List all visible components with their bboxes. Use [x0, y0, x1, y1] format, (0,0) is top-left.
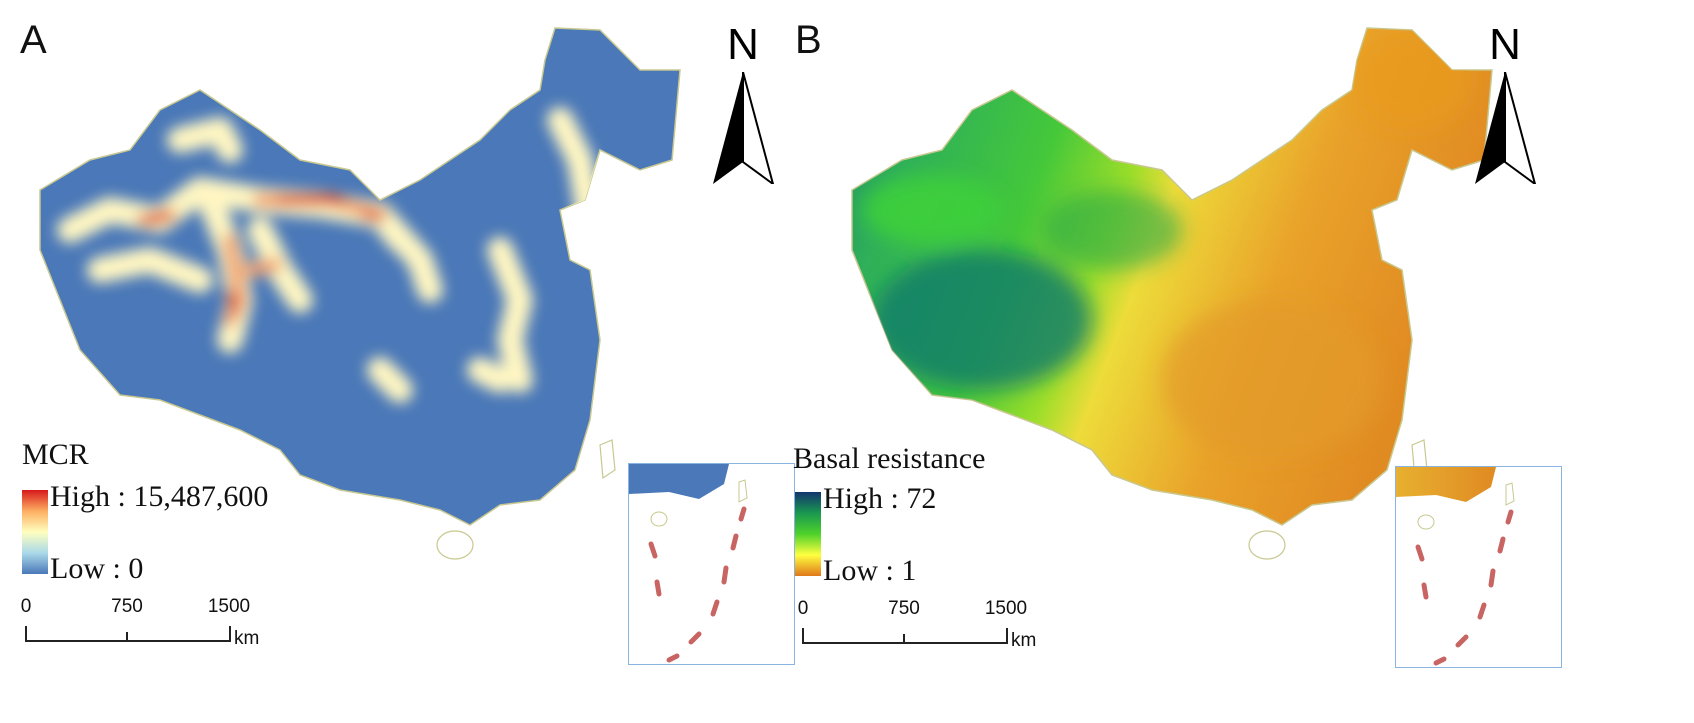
scale-unit-b: km — [1011, 630, 1037, 651]
legend-low-b: Low : 1 — [823, 554, 917, 587]
legend-low-a: Low : 0 — [50, 552, 144, 585]
scale-unit-a: km — [234, 628, 260, 649]
scalebar-b: 0 750 1500 km — [797, 598, 1061, 658]
scale-tick-750: 750 — [888, 598, 920, 619]
legend-high-b: High : 72 — [823, 482, 937, 515]
mcr-map-outline — [39, 27, 681, 526]
nine-dash-line-b — [1415, 509, 1514, 666]
hainan-island — [436, 530, 474, 560]
taiwan-island — [599, 439, 616, 480]
scale-tick-0: 0 — [797, 598, 809, 619]
scale-tick-0: 0 — [20, 596, 32, 617]
south-china-sea-inset-b — [1395, 466, 1562, 668]
mcr-map — [39, 27, 681, 560]
mcr-corridors — [57, 107, 603, 403]
panel-b: B — [793, 0, 1694, 723]
legend-ramp-b — [795, 492, 821, 576]
north-arrow-a: N — [703, 20, 783, 190]
nine-dash-line-a — [648, 506, 747, 663]
scale-tick-1500: 1500 — [207, 596, 251, 617]
panel-letter-b: B — [795, 18, 822, 62]
scale-tick-1500: 1500 — [984, 598, 1028, 619]
north-arrow-b: N — [1465, 20, 1545, 190]
legend-title-b: Basal resistance — [793, 442, 986, 475]
panel-a: A N MCR High : 15,487,600 Low : — [20, 18, 795, 665]
legend-high-a: High : 15,487,600 — [50, 480, 269, 513]
legend-ramp-a — [22, 490, 48, 574]
resistance-map — [851, 27, 1493, 560]
south-china-sea-inset-a — [628, 463, 795, 665]
hainan-island-b — [1248, 530, 1286, 560]
legend-title-a: MCR — [22, 438, 89, 471]
scalebar-a: 0 750 1500 km — [20, 596, 284, 656]
panel-letter-a: A — [20, 18, 47, 62]
scale-tick-750: 750 — [111, 596, 143, 617]
north-arrow-icon — [1475, 72, 1537, 184]
north-arrow-icon — [713, 72, 775, 184]
